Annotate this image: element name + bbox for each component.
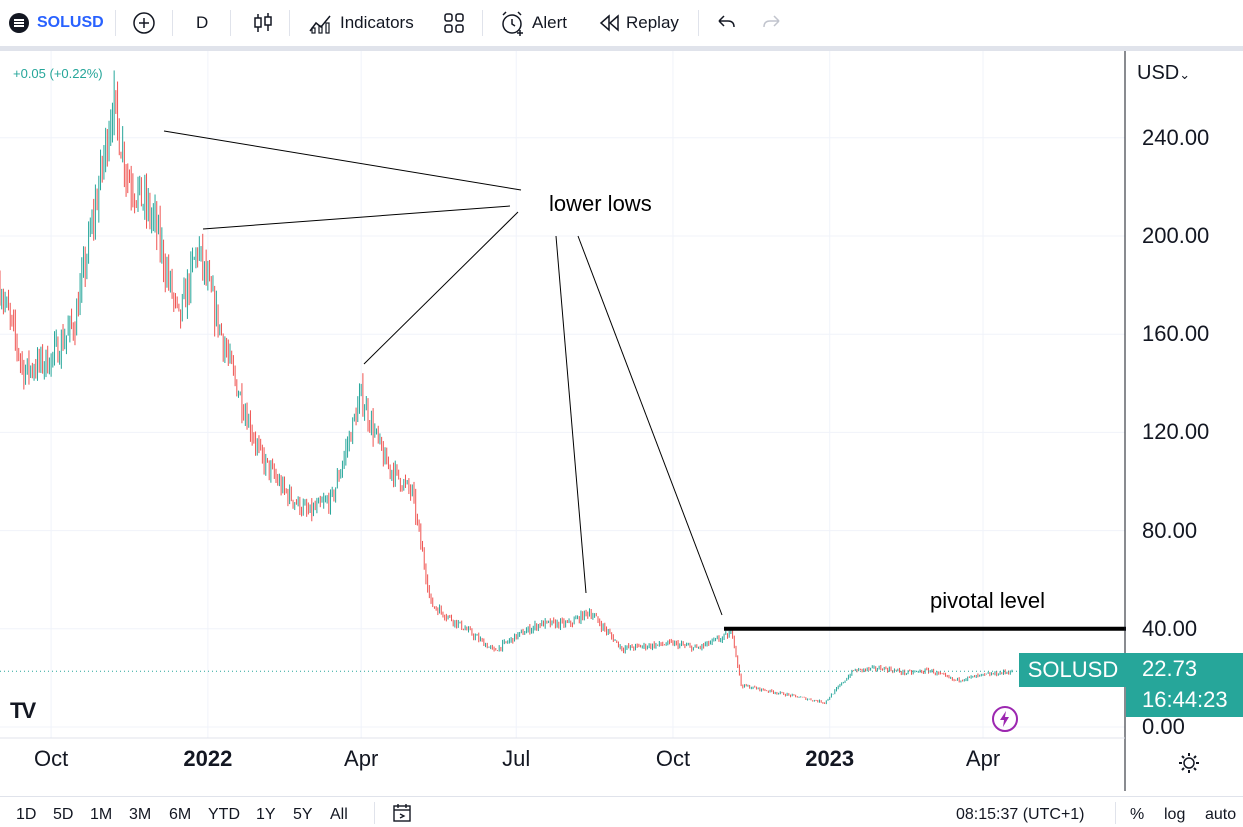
currency-selector[interactable]: USD⌄: [1137, 62, 1190, 85]
price-tick-label: 40.00: [1142, 615, 1198, 641]
range-button-ytd[interactable]: YTD: [208, 806, 240, 823]
time-tick-label: Oct: [655, 746, 691, 771]
toolbar-divider: [0, 46, 1243, 51]
log-toggle[interactable]: log: [1164, 806, 1186, 823]
time-tick-label: Apr: [344, 746, 379, 771]
chevron-down-icon: ⌄: [1179, 67, 1191, 82]
symbol-name: SOLUSD: [37, 14, 104, 31]
bar-countdown: 16:44:23: [1142, 687, 1228, 712]
trend-line: [363, 211, 519, 365]
redo-button[interactable]: [762, 0, 782, 46]
bottom-divider: [0, 796, 1243, 797]
replay-button[interactable]: Replay: [598, 0, 679, 46]
top-toolbar: SOLUSD D Indicators Alert Replay: [0, 0, 1243, 46]
layout-grid-icon: [444, 13, 464, 33]
percent-toggle[interactable]: %: [1130, 806, 1145, 823]
chart-pane[interactable]: [0, 51, 1243, 791]
time-tick-label: Apr: [965, 746, 1001, 771]
candlestick-series: [0, 70, 1013, 705]
alert-label: Alert: [532, 13, 567, 32]
lightning-icon[interactable]: [991, 705, 1019, 733]
time-tick-label: Oct: [33, 746, 69, 771]
range-button-1d[interactable]: 1D: [16, 806, 37, 823]
price-tick-label: 120.00: [1142, 419, 1210, 445]
indicators-label: Indicators: [340, 13, 414, 32]
indicators-icon: [309, 15, 331, 34]
alert-button[interactable]: Alert: [500, 0, 567, 46]
time-tick-label: Jul: [502, 746, 531, 771]
redo-icon: [763, 15, 780, 28]
symbol-search[interactable]: SOLUSD: [8, 0, 104, 46]
layout-button[interactable]: [443, 0, 465, 46]
add-symbol-button[interactable]: [132, 0, 156, 46]
indicators-button[interactable]: Indicators: [308, 0, 414, 46]
trend-line: [202, 205, 511, 230]
interval-label: D: [196, 13, 209, 32]
clock-timezone[interactable]: 08:15:37 (UTC+1): [956, 806, 1085, 823]
annotation-text[interactable]: lower lows: [549, 191, 652, 216]
range-button-1m[interactable]: 1M: [90, 806, 113, 823]
price-tick-label: 0.00: [1142, 714, 1185, 739]
currency-label: USD: [1137, 62, 1180, 84]
chart-type-button[interactable]: [252, 0, 274, 46]
tradingview-logo: TV: [10, 698, 36, 723]
range-button-6m[interactable]: 6M: [169, 806, 192, 823]
interval-button[interactable]: D: [196, 0, 208, 46]
add-symbol-icon: [133, 12, 155, 34]
range-button-5d[interactable]: 5D: [53, 806, 74, 823]
go-to-date-icon[interactable]: [392, 803, 414, 823]
grid-lines: [0, 51, 1125, 738]
time-tick-label: 2022: [183, 746, 233, 771]
auto-toggle[interactable]: auto: [1205, 806, 1237, 823]
candles-icon: [254, 13, 272, 32]
price-tick-label: 200.00: [1142, 223, 1210, 248]
drawings[interactable]: [163, 130, 1126, 631]
range-button-5y[interactable]: 5Y: [293, 806, 313, 823]
price-tick-label: 240.00: [1142, 124, 1210, 150]
replay-label: Replay: [626, 13, 679, 32]
settings-gear-icon[interactable]: [1177, 751, 1201, 775]
coin-logo-icon: [9, 13, 29, 33]
undo-icon: [718, 15, 735, 28]
undo-button[interactable]: [716, 0, 736, 46]
bottom-toolbar: 1D 5D 1M 3M 6M YTD 1Y 5Y All 08:15:37 (UTC+1) % …: [0, 800, 1243, 827]
price-tick-label: 160.00: [1142, 321, 1210, 347]
legend-change: +0.05 (+0.22%): [13, 66, 103, 81]
range-button-1y[interactable]: 1Y: [256, 806, 276, 823]
symbol-price-tag: SOLUSD: [1019, 653, 1127, 687]
last-price-value: 22.73: [1142, 656, 1198, 681]
last-price-tag: 22.73 16:44:23: [1126, 653, 1243, 717]
time-tick-label: 2023: [805, 746, 855, 771]
alert-clock-icon: [502, 11, 523, 36]
replay-icon: [599, 14, 619, 32]
trend-line: [163, 130, 522, 191]
trend-line: [577, 235, 723, 616]
trend-line: [555, 235, 587, 594]
range-button-all[interactable]: All: [330, 806, 348, 823]
price-chart[interactable]: [0, 51, 1243, 791]
price-tick-label: 80.00: [1142, 517, 1198, 543]
range-button-3m[interactable]: 3M: [129, 806, 152, 823]
annotation-text[interactable]: pivotal level: [930, 588, 1045, 613]
